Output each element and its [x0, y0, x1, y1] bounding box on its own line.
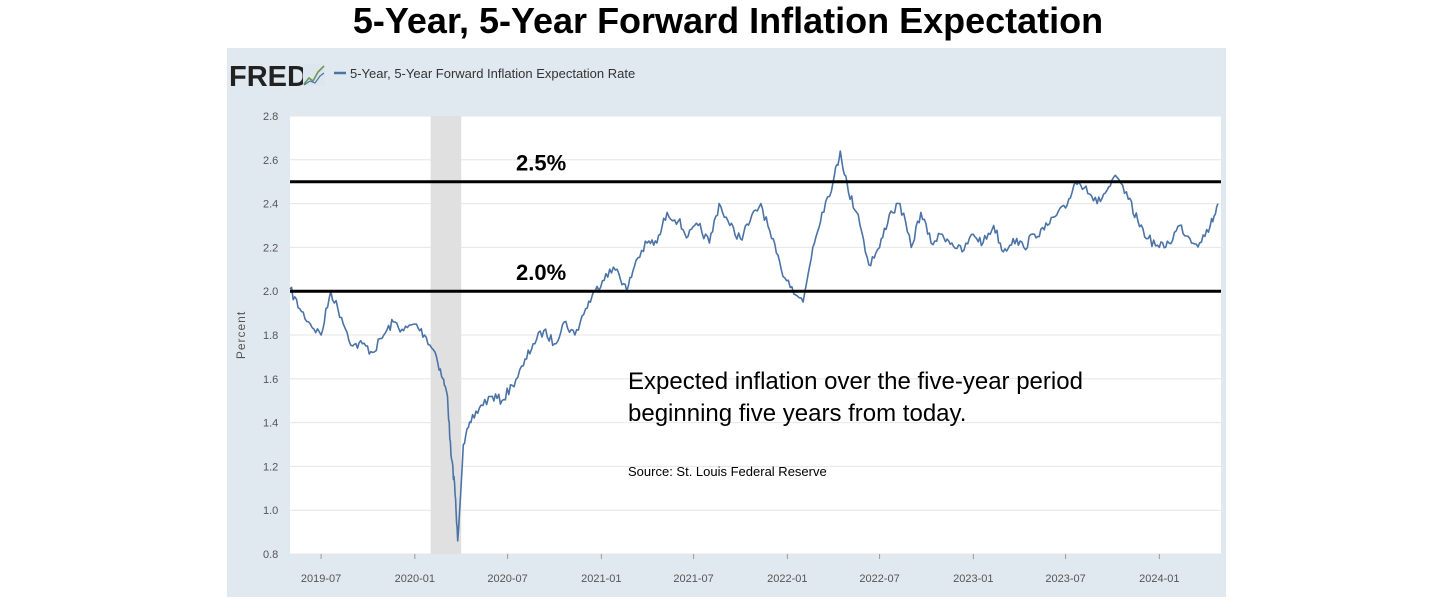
y-tick-label: 1.2: [263, 461, 278, 473]
x-tick-label: 2021-01: [581, 573, 621, 585]
x-tick-label: 2021-07: [673, 573, 713, 585]
y-tick-label: 1.4: [263, 418, 278, 430]
y-tick-label: 2.0: [263, 286, 278, 298]
y-tick-label: 1.0: [263, 505, 278, 517]
reference-lines: 2.5% 2.0%: [290, 151, 1221, 293]
y-tick-label: 2.6: [263, 155, 278, 167]
y-tick-label: 2.2: [263, 242, 278, 254]
y-tick-label: 2.8: [263, 111, 278, 123]
annotation-line-2: beginning five years from today.: [628, 400, 966, 427]
x-axis-ticks: 2019-07 2020-01 2020-07 2021-01 2021-07 2022-…: [301, 554, 1180, 585]
x-tick-label: 2019-07: [301, 573, 341, 585]
x-tick-label: 2023-01: [953, 573, 993, 585]
x-tick-label: 2024-01: [1139, 573, 1179, 585]
x-tick-label: 2022-07: [859, 573, 899, 585]
x-tick-label: 2020-01: [395, 573, 435, 585]
y-axis-ticks: 2.8 2.6 2.4 2.2 2.0 1.8 1.6 1.4 1.2 1.0 0.8: [263, 111, 278, 561]
page-title: 5-Year, 5-Year Forward Inflation Expecta…: [352, 0, 1104, 41]
x-tick-label: 2020-07: [487, 573, 527, 585]
legend-label: 5-Year, 5-Year Forward Inflation Expecta…: [350, 66, 635, 81]
fred-logo: FRED: [229, 61, 308, 93]
recession-shading: [430, 116, 462, 554]
y-axis-label: Percent: [234, 311, 248, 359]
x-tick-label: 2023-07: [1045, 573, 1085, 585]
annotation-line-1: Expected inflation over the five-year pe…: [628, 368, 1083, 395]
fred-line-chart-icon: [303, 64, 325, 86]
y-tick-label: 2.4: [263, 199, 278, 211]
y-tick-label: 1.8: [263, 330, 278, 342]
x-tick-label: 2022-01: [767, 573, 807, 585]
reference-line-label: 2.5%: [516, 151, 566, 176]
reference-line-label: 2.0%: [516, 260, 566, 285]
source-note: Source: St. Louis Federal Reserve: [628, 464, 827, 479]
y-tick-label: 1.6: [263, 374, 278, 386]
y-tick-label: 0.8: [263, 549, 278, 561]
series-line: [289, 150, 1219, 542]
